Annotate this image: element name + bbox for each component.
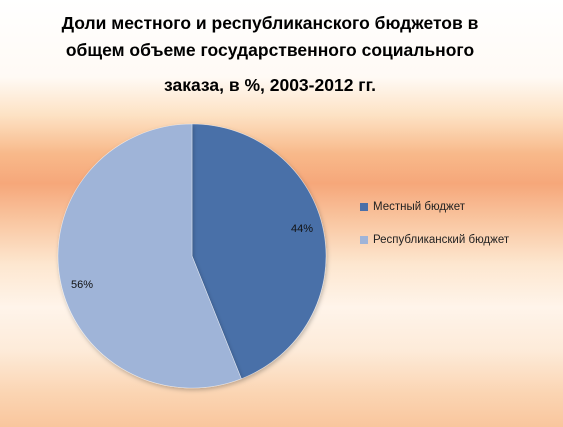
legend-label-republican-budget: Республиканский бюджет [373, 234, 510, 246]
chart-title-line-1: Доли местного и республиканского бюджето… [61, 13, 479, 33]
legend-swatch-republican-budget [360, 236, 368, 244]
legend-label-local-budget: Местный бюджет [373, 201, 465, 213]
legend-item-republican-budget: Республиканский бюджет [360, 233, 509, 247]
chart-title: Доли местного и республиканского бюджето… [40, 10, 500, 99]
pie-slice-1 [57, 123, 242, 389]
pie-slice-0 [191, 123, 327, 380]
data-label-0: 44% [291, 223, 313, 235]
chart-legend: Местный бюджет Республиканский бюджет [360, 200, 509, 266]
legend-swatch-local-budget [360, 203, 368, 211]
data-label-1: 56% [71, 279, 93, 291]
chart-title-line-3: заказа, в %, 2003-2012 гг. [164, 75, 376, 95]
legend-item-local-budget: Местный бюджет [360, 200, 509, 214]
chart-title-line-2: общем объеме государственного социальног… [65, 40, 475, 60]
